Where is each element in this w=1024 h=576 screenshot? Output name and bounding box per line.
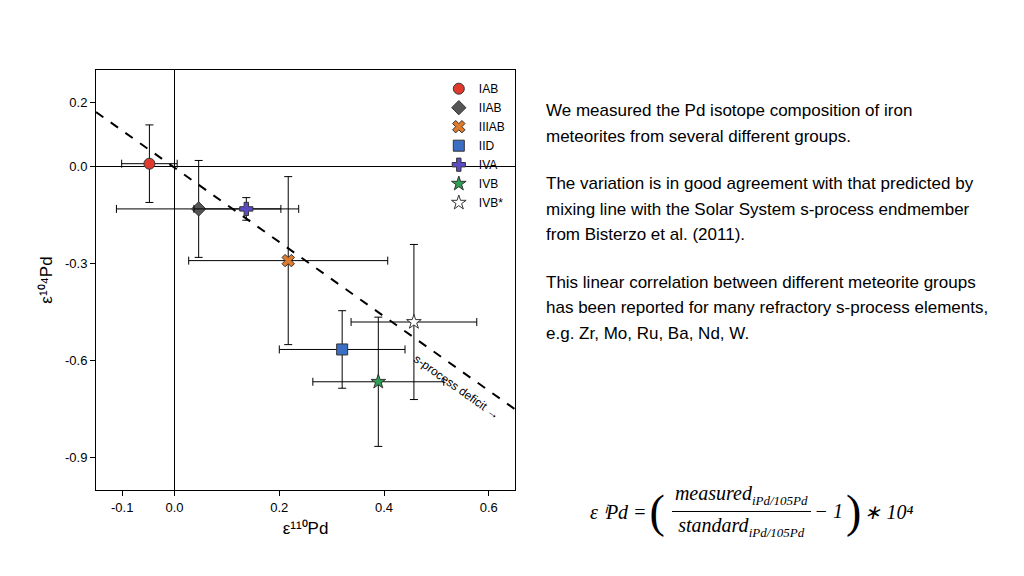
svg-text:s-process deficit →: s-process deficit → [411,352,502,422]
html-text:This linear correlation betwee: This linear correlation between differen… [546,272,989,343]
svg-text:IIAB: IIAB [479,101,502,115]
svg-text:-0.9: -0.9 [65,450,87,465]
html-text:∗ 10⁴: ∗ 10⁴ [864,500,914,523]
svg-text:IVB: IVB [479,177,498,191]
svg-text:ε¹¹⁰Pd: ε¹¹⁰Pd [283,519,329,538]
html-text:We measured the Pd isotope com: We measured the Pd isotope composition o… [546,101,913,146]
html-text:measurediPd/105Pd: measurediPd/105Pd [674,482,808,508]
svg-text:-0.3: -0.3 [65,256,87,271]
svg-text:IVA: IVA [479,158,497,172]
svg-text:IID: IID [479,139,495,153]
html-text:The variation is in good agree: The variation is in good agreement with … [546,174,974,244]
svg-text:0.2: 0.2 [270,500,288,515]
html-text:− 1: − 1 [814,500,844,522]
html-text:ε ⁱPd =: ε ⁱPd = [590,501,647,523]
svg-text:0.0: 0.0 [166,500,184,515]
html-text:standardiPd/105Pd: standardiPd/105Pd [678,514,805,540]
svg-text:IAB: IAB [479,82,498,96]
svg-text:IIIAB: IIIAB [479,120,505,134]
svg-text:0.4: 0.4 [375,500,393,515]
svg-text:0.2: 0.2 [69,95,87,110]
svg-text:0.6: 0.6 [480,500,498,515]
svg-text:0.0: 0.0 [69,159,87,174]
svg-text:-0.1: -0.1 [111,500,133,515]
svg-text:-0.6: -0.6 [65,353,87,368]
svg-text:IVB*: IVB* [479,196,503,210]
svg-text:ε¹⁰⁴Pd: ε¹⁰⁴Pd [37,256,56,303]
